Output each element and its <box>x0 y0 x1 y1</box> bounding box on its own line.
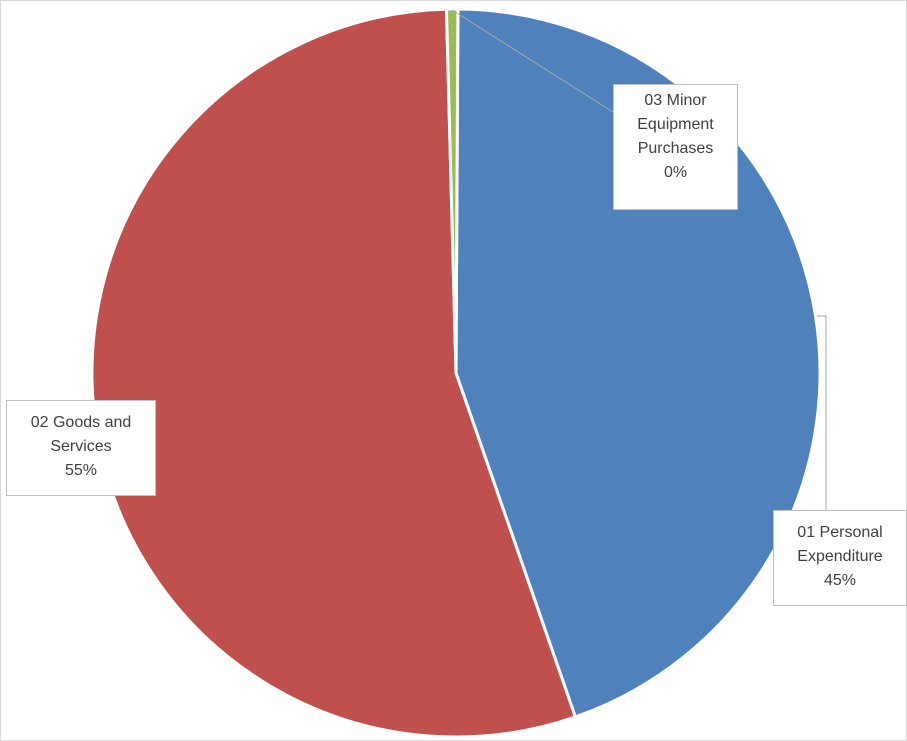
data-label-minor-line2: Equipment <box>637 116 714 133</box>
data-label-goods-percent: 55% <box>64 462 98 479</box>
leader-lines <box>451 9 827 510</box>
data-label-minor-percent: 0% <box>663 164 688 181</box>
leader-line-minor <box>451 9 614 113</box>
data-label-personal-expenditure: 01 Personal Expenditure 45% <box>773 510 907 606</box>
pie-slice-minor-equipment <box>444 7 460 375</box>
data-label-personal-line1: 01 Personal <box>797 524 883 541</box>
data-label-goods-line2: Services <box>50 438 112 455</box>
data-label-goods-services: 02 Goods and Services 55% <box>6 400 156 496</box>
data-label-minor-line3: Purchases <box>637 140 714 157</box>
data-label-minor-line1: 03 Minor <box>644 92 707 109</box>
data-label-personal-line2: Expenditure <box>797 548 883 565</box>
data-label-goods-line1: 02 Goods and <box>30 414 132 431</box>
data-label-minor-equipment: 03 Minor Equipment Purchases 0% <box>613 84 738 210</box>
leader-line-personal <box>817 315 827 510</box>
data-label-personal-percent: 45% <box>823 572 857 589</box>
